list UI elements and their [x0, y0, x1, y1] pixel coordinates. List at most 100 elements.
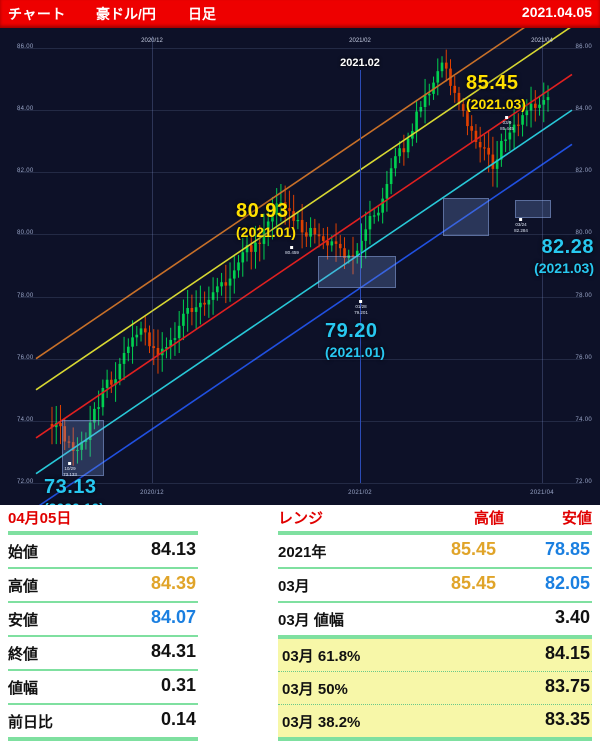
- gridline: [18, 420, 582, 422]
- daily-summary-table: 04月05日 始値 84.13 高値 84.39 安値 84.07 終値 84.31 値幅 0.3…: [8, 505, 198, 741]
- row-label: 安値: [8, 612, 39, 629]
- y-axis-tick-label: 72.00: [575, 479, 592, 485]
- row-value: 0.31: [160, 675, 196, 695]
- x-axis-top-label: 2021/02: [349, 38, 371, 44]
- annotation-pivot-high-2021-01: 80.93 (2021.01): [236, 200, 296, 240]
- y-axis-tick-label: 78.00: [17, 292, 34, 299]
- annotation-pivot-high-2021-03: 85.45 (2021.03): [466, 72, 526, 112]
- x-axis-top-label: 2020/12: [141, 38, 163, 44]
- row-low-value: 82.05: [544, 573, 590, 593]
- range-col-low: 安値: [561, 510, 592, 527]
- consolidation-zone: [62, 420, 104, 476]
- y-axis-tick-label: 76.00: [17, 354, 34, 361]
- trendline-upper-mid-channel: [35, 28, 571, 391]
- range-table-title: レンジ: [278, 510, 324, 527]
- vertical-gridline-highlight: [360, 70, 361, 483]
- row-high-value: 85.45: [450, 573, 496, 593]
- row-value: 0.14: [160, 709, 196, 729]
- trendline-upper-channel: [35, 28, 526, 360]
- y-axis-tick-label: 84.00: [575, 106, 592, 113]
- header-title: チャート: [8, 6, 66, 22]
- price-chart[interactable]: 86.00 86.00 84.00 84.00 82.00 82.00 80.00 80.00…: [0, 28, 600, 505]
- marker-pivot-low-2021-01: 01/28 79.201: [354, 300, 368, 315]
- table-end-rule: [8, 737, 198, 741]
- row-label: 03月 値幅: [278, 612, 344, 629]
- y-axis-tick-label: 74.00: [575, 416, 592, 423]
- fibonacci-row: 03月 38.2% 83.35: [278, 705, 592, 737]
- table-row: 値幅 0.31: [8, 671, 198, 705]
- header-date: 2021.04.05: [521, 4, 592, 20]
- row-value: 84.31: [150, 641, 196, 661]
- table-row: 03月 値幅 3.40: [278, 603, 592, 635]
- row-low-value: 3.40: [554, 607, 590, 627]
- marker-dot: [68, 462, 72, 465]
- table-row: 高値 84.39: [8, 569, 198, 603]
- y-axis-tick-label: 78.00: [575, 292, 592, 299]
- row-value: 84.39: [150, 573, 196, 593]
- gridline: [18, 358, 582, 360]
- table-row: 03月 85.45 82.05: [278, 569, 592, 603]
- row-value: 83.75: [544, 676, 590, 696]
- marker-dot: [359, 300, 363, 303]
- y-axis-tick-label: 72.00: [17, 479, 34, 485]
- marker-dot: [505, 116, 509, 119]
- daily-table-header: 04月05日: [8, 505, 198, 531]
- gridline: [18, 172, 582, 174]
- range-summary-table: レンジ 高値 安値 2021年 85.45 78.85 03月 85.45 82.05 03…: [278, 505, 592, 741]
- table-row: 安値 84.07: [8, 603, 198, 637]
- y-axis-tick-label: 82.00: [17, 168, 34, 175]
- row-label: 終値: [8, 646, 39, 663]
- table-row: 始値 84.13: [8, 535, 198, 569]
- consolidation-zone: [515, 200, 551, 218]
- marker-pivot-high-2021-03: 03/9 85.445: [500, 116, 514, 131]
- x-axis-top-label: 2021/04: [531, 38, 553, 44]
- header-timeframe: 日足: [188, 6, 216, 22]
- fib-top-rule: [278, 635, 592, 639]
- highlight-line-label: 2021.02: [340, 57, 380, 69]
- row-value: 83.35: [544, 709, 590, 729]
- table-row: 前日比 0.14: [8, 705, 198, 737]
- vertical-gridline: [152, 36, 153, 483]
- trendline-lower-channel: [38, 143, 573, 505]
- gridline: [18, 234, 582, 236]
- row-label: 03月: [278, 578, 310, 595]
- consolidation-zone: [443, 198, 489, 236]
- row-label: 始値: [8, 544, 39, 561]
- y-axis-tick-label: 84.00: [17, 106, 34, 113]
- row-label: 2021年: [278, 544, 327, 561]
- x-axis-tick-label: 2020/12: [140, 490, 164, 496]
- annotation-pivot-low-2020-10: 73.13 (2020.10): [44, 476, 104, 505]
- annotation-pivot-low-2021-03: 82.28 (2021.03): [534, 236, 594, 276]
- marker-pivot-low-2020-10: 10/29 73.133: [63, 462, 77, 477]
- consolidation-zone: [318, 256, 396, 288]
- header-symbol: 豪ドル/円: [96, 6, 156, 22]
- range-table-header: レンジ 高値 安値: [278, 505, 592, 531]
- fibonacci-rows: 03月 61.8% 84.15 03月 50% 83.75 03月 38.2% 83.35: [278, 639, 592, 737]
- y-axis-tick-label: 74.00: [17, 416, 34, 423]
- row-value: 84.15: [544, 643, 590, 663]
- y-axis-tick-label: 76.00: [575, 354, 592, 361]
- row-label: 前日比: [8, 714, 54, 731]
- vertical-gridline: [542, 36, 543, 483]
- data-tables: 04月05日 始値 84.13 高値 84.39 安値 84.07 終値 84.31 値幅 0.3…: [0, 505, 600, 753]
- header-rule: [8, 531, 198, 535]
- gridline: [18, 296, 582, 298]
- gridline: [18, 48, 582, 49]
- chart-canvas: [35, 28, 573, 505]
- row-label: 03月 50%: [282, 681, 348, 698]
- y-axis-tick-label: 86.00: [17, 44, 34, 50]
- row-low-value: 78.85: [544, 539, 590, 559]
- marker-dot: [290, 246, 294, 249]
- marker-pivot-high-2021-01: 80.459: [285, 246, 299, 256]
- row-value: 84.13: [150, 539, 196, 559]
- fibonacci-row: 03月 50% 83.75: [278, 672, 592, 705]
- header-rule: [278, 531, 592, 535]
- annotation-pivot-low-2021-01: 79.20 (2021.01): [325, 320, 385, 360]
- table-row: 2021年 85.45 78.85: [278, 535, 592, 569]
- table-row: 終値 84.31: [8, 637, 198, 671]
- trendline-center-channel: [35, 73, 573, 439]
- daily-table-title: 04月05日: [8, 510, 72, 527]
- row-value: 84.07: [150, 607, 196, 627]
- marker-dot: [519, 218, 523, 221]
- marker-pivot-low-2021-03: 03/24 82.284: [514, 218, 528, 233]
